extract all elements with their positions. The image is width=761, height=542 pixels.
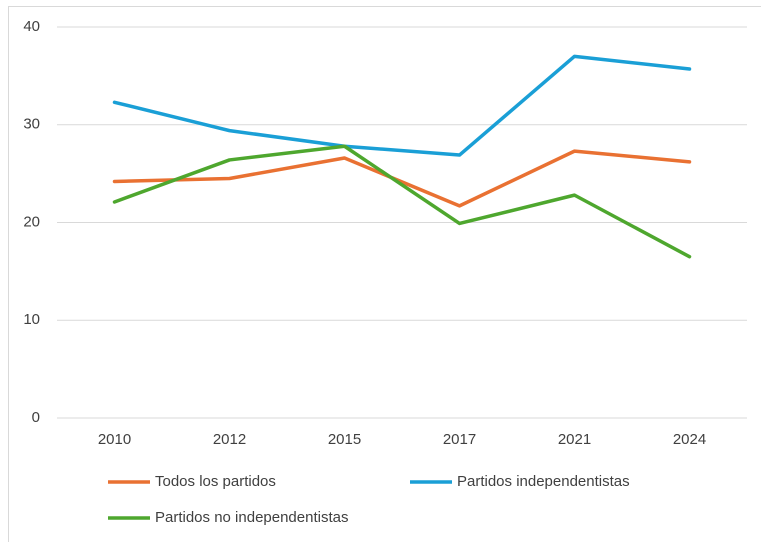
- x-tick-label: 2012: [213, 431, 246, 448]
- legend-label: Partidos no independentistas: [155, 509, 348, 526]
- y-tick-label: 40: [23, 18, 40, 35]
- series-line: [112, 54, 692, 157]
- series-line: [112, 144, 692, 259]
- y-tick-label: 30: [23, 116, 40, 133]
- chart-border: [8, 6, 761, 542]
- series-line: [112, 149, 692, 208]
- x-tick-label: 2015: [328, 431, 361, 448]
- y-tick-label: 10: [23, 311, 40, 328]
- legend-label: Todos los partidos: [155, 473, 276, 490]
- x-tick-label: 2010: [98, 431, 131, 448]
- y-tick-label: 20: [23, 213, 40, 230]
- legend-label: Partidos independentistas: [457, 473, 630, 490]
- x-tick-label: 2017: [443, 431, 476, 448]
- x-tick-label: 2024: [673, 431, 706, 448]
- y-tick-label: 0: [32, 409, 40, 426]
- x-tick-label: 2021: [558, 431, 591, 448]
